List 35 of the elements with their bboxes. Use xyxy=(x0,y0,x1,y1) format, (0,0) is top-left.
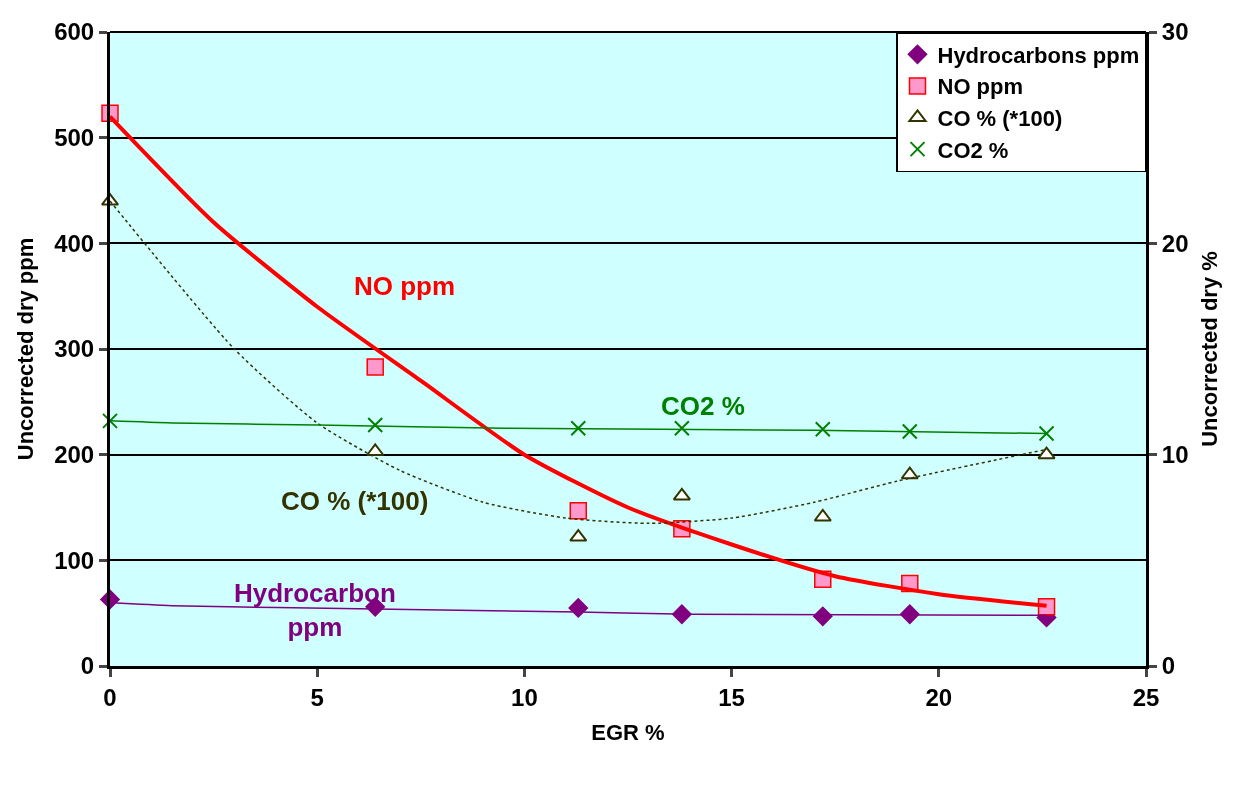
annotation: Hydrocarbon ppm xyxy=(234,578,396,642)
x-tick-label: 25 xyxy=(1132,683,1160,711)
point xyxy=(569,501,588,520)
point xyxy=(1037,446,1056,460)
x-tick-label: 15 xyxy=(718,683,745,711)
y2-axis-title: Uncorrected dry % xyxy=(1197,251,1223,447)
y-tick-label: 300 xyxy=(54,335,95,363)
y-tick-label: 0 xyxy=(80,652,95,680)
annotation: CO % (*100) xyxy=(281,486,429,516)
point xyxy=(568,598,589,618)
annotation: NO ppm xyxy=(354,271,456,301)
y2-tick-label: 10 xyxy=(1161,441,1189,469)
x-tick-label: 20 xyxy=(925,683,953,711)
point xyxy=(812,606,833,627)
point xyxy=(900,466,919,480)
legend-label: NO ppm xyxy=(937,74,1024,100)
annotation: CO2 % xyxy=(661,391,745,421)
x-tick-label: 0 xyxy=(103,683,117,711)
x-tick-label: 10 xyxy=(511,683,538,711)
y2-tick-label: 20 xyxy=(1161,229,1189,257)
x-tick-label: 5 xyxy=(310,683,324,711)
point xyxy=(672,487,691,501)
y-tick-label: 400 xyxy=(54,229,95,257)
point xyxy=(366,358,384,376)
y2-tick-label: 0 xyxy=(1161,652,1176,680)
y-axis-title: Uncorrected dry ppm xyxy=(12,237,38,461)
y2-tick-label: 30 xyxy=(1161,18,1189,46)
x-axis-title: EGR % xyxy=(591,719,665,745)
y-tick-label: 600 xyxy=(54,18,95,46)
legend-label: CO2 % xyxy=(937,137,1009,163)
legend-label: CO % (*100) xyxy=(937,106,1063,132)
y-tick-label: 200 xyxy=(54,441,95,469)
y-tick-label: 100 xyxy=(54,546,95,574)
y-tick-label: 500 xyxy=(54,124,95,152)
legend-label: Hydrocarbons ppm xyxy=(937,42,1140,68)
